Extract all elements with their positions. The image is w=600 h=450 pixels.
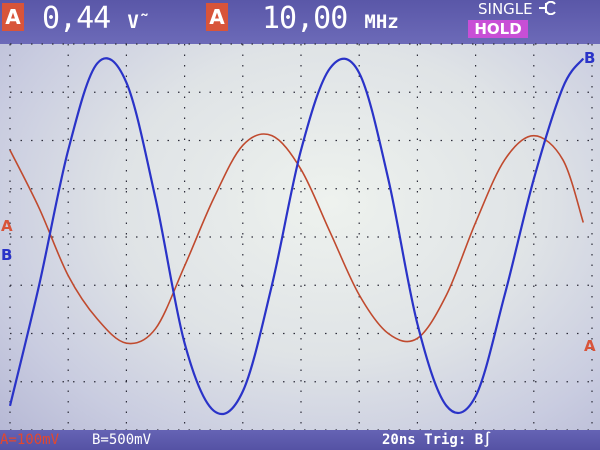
frequency-value: 10,00 xyxy=(262,1,348,36)
single-mode-label: SINGLE xyxy=(478,0,557,19)
frequency-readout: 10,00 MHz xyxy=(262,0,399,41)
amplitude-readout: 0,44 V˜ xyxy=(42,0,150,41)
channel-a-scale: A=100mV xyxy=(0,432,60,448)
amplitude-unit: V˜ xyxy=(127,11,151,33)
trace-b-marker-left: B xyxy=(1,246,13,264)
timebase-trigger: 20ns Trig: B∫ xyxy=(382,432,492,448)
single-text: SINGLE xyxy=(478,0,533,18)
measurement-header: A 0,44 V˜ A 10,00 MHz SINGLE HOLD xyxy=(0,0,600,44)
hold-badge: HOLD xyxy=(468,20,528,38)
channel-a-badge-2: A xyxy=(206,3,228,31)
trigger-plug-icon xyxy=(537,0,557,19)
trace-a-line xyxy=(9,133,585,345)
trace-b-line xyxy=(8,57,585,416)
trace-a-marker-left: A xyxy=(1,217,13,235)
trace-b-marker-right: B xyxy=(584,49,596,67)
channel-b-scale: B=500mV xyxy=(92,432,152,448)
status-footer: A=100mV B=500mV 20ns Trig: B∫ xyxy=(0,430,600,450)
channel-a-badge: A xyxy=(2,3,24,31)
frequency-unit: MHz xyxy=(364,11,399,33)
trace-a-marker-right: A xyxy=(584,337,596,355)
amplitude-value: 0,44 xyxy=(42,1,111,36)
